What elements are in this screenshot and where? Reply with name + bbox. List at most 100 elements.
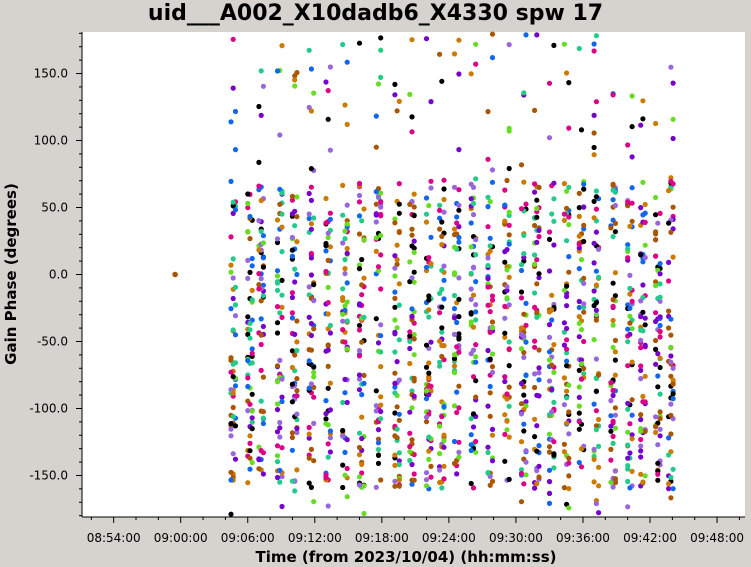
data-point	[289, 315, 295, 321]
data-point	[576, 426, 582, 432]
data-point	[451, 352, 458, 358]
data-point	[292, 208, 298, 214]
data-point	[470, 200, 477, 207]
data-point	[521, 354, 527, 360]
data-point	[485, 284, 491, 290]
data-point	[323, 248, 329, 254]
data-point	[487, 390, 493, 396]
data-point	[518, 470, 525, 477]
data-point	[311, 215, 317, 221]
data-point	[340, 295, 346, 301]
data-point	[629, 412, 635, 418]
data-point	[423, 211, 430, 217]
y-tick-label: -100.0	[29, 401, 68, 415]
data-point	[407, 444, 413, 450]
data-point	[561, 211, 568, 217]
data-point	[456, 207, 462, 213]
data-point	[256, 457, 262, 463]
data-point	[610, 303, 616, 309]
data-point	[361, 237, 367, 243]
data-point	[327, 64, 333, 70]
data-point	[249, 391, 255, 397]
data-point	[344, 494, 350, 500]
data-point	[470, 292, 477, 298]
data-point	[506, 403, 512, 409]
data-point	[625, 478, 631, 485]
data-point	[308, 221, 314, 227]
data-point	[294, 70, 300, 76]
data-point	[292, 266, 298, 272]
data-point	[373, 201, 379, 207]
data-point	[638, 205, 644, 211]
data-point	[456, 439, 462, 445]
data-point	[437, 359, 443, 365]
data-point	[657, 364, 663, 371]
data-point	[564, 188, 570, 194]
data-point	[668, 316, 674, 322]
data-point	[473, 61, 479, 67]
data-point	[323, 220, 329, 226]
data-point	[502, 334, 508, 340]
data-point	[289, 193, 295, 199]
data-point	[451, 292, 458, 299]
data-point	[566, 460, 572, 466]
x-tick-label: 09:24:00	[422, 531, 476, 545]
data-point	[468, 416, 474, 422]
data-point	[249, 419, 255, 425]
data-point	[487, 243, 493, 249]
data-point	[308, 446, 314, 452]
data-point	[361, 380, 367, 386]
data-point	[642, 373, 648, 379]
data-point	[277, 425, 283, 431]
data-point	[327, 147, 333, 153]
data-point	[487, 199, 493, 205]
data-point	[532, 304, 538, 310]
data-point	[409, 232, 415, 238]
data-point	[373, 144, 379, 150]
data-point	[610, 344, 616, 350]
data-point	[456, 383, 462, 389]
data-point	[277, 357, 283, 363]
data-point	[546, 229, 553, 235]
data-point	[627, 450, 633, 456]
data-point	[311, 458, 317, 464]
data-point	[361, 510, 367, 517]
data-point	[532, 416, 538, 422]
data-point	[596, 416, 602, 423]
data-point	[292, 223, 298, 229]
data-point	[423, 219, 430, 225]
data-point	[468, 311, 474, 317]
data-point	[378, 35, 384, 41]
data-point	[373, 235, 379, 241]
data-point	[638, 443, 644, 449]
data-point	[378, 190, 384, 196]
data-point	[668, 64, 674, 70]
data-point	[439, 242, 445, 248]
data-point	[359, 256, 365, 263]
data-point	[407, 279, 413, 285]
data-point	[232, 147, 239, 153]
data-point	[392, 220, 398, 226]
data-point	[610, 392, 616, 399]
data-point	[657, 210, 663, 216]
data-point	[591, 48, 597, 54]
data-point	[523, 201, 529, 207]
data-point	[581, 365, 587, 372]
data-point	[228, 511, 234, 517]
data-point	[411, 238, 417, 244]
data-point	[576, 213, 582, 219]
data-point	[260, 374, 266, 380]
data-point	[485, 255, 491, 261]
data-point	[306, 480, 312, 486]
data-point	[454, 214, 460, 220]
data-point	[468, 196, 474, 202]
data-point	[245, 200, 251, 206]
data-point	[518, 467, 525, 473]
data-point	[627, 291, 633, 297]
data-point	[487, 482, 493, 488]
data-point	[640, 282, 646, 288]
data-point	[546, 500, 553, 506]
data-point	[245, 205, 251, 211]
data-point	[657, 261, 663, 267]
data-point	[625, 199, 631, 205]
